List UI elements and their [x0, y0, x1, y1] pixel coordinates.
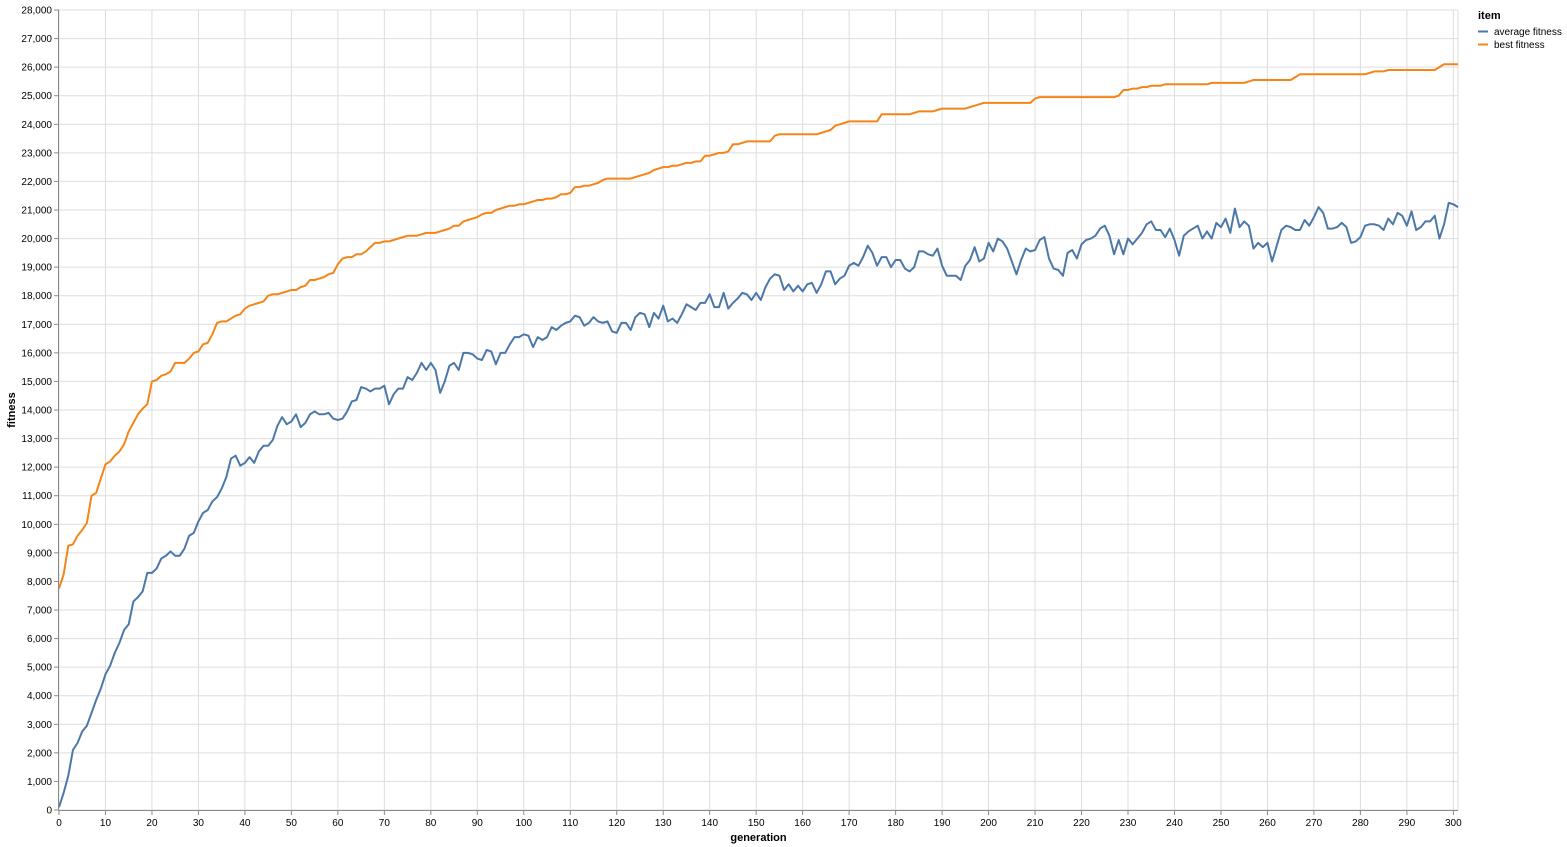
y-tick-label: 19,000: [21, 263, 52, 274]
x-tick-label: 90: [472, 818, 484, 829]
x-tick-label: 160: [794, 818, 811, 829]
x-tick-label: 240: [1166, 818, 1183, 829]
x-tick-label: 210: [1027, 818, 1044, 829]
x-tick-label: 170: [841, 818, 858, 829]
y-tick-label: 25,000: [21, 91, 52, 102]
y-tick-label: 2,000: [27, 748, 52, 759]
x-tick-label: 220: [1073, 818, 1090, 829]
x-tick-label: 200: [980, 818, 997, 829]
y-tick-label: 11,000: [22, 491, 52, 502]
y-tick-label: 16,000: [21, 348, 52, 359]
x-tick-label: 190: [934, 818, 951, 829]
x-tick-label: 150: [748, 818, 765, 829]
x-tick-label: 60: [332, 818, 344, 829]
y-tick-label: 27,000: [21, 34, 52, 45]
y-tick-label: 14,000: [21, 406, 52, 417]
y-tick-label: 23,000: [21, 148, 52, 159]
y-tick-label: 10,000: [21, 520, 52, 531]
x-tick-label: 120: [608, 818, 625, 829]
y-tick-label: 15,000: [21, 377, 52, 388]
y-axis-title: fitness: [6, 392, 18, 427]
x-tick-label: 130: [655, 818, 672, 829]
y-tick-label: 9,000: [27, 548, 52, 559]
axes: 0 10 20 30 40 50 60 70 80 90 100 110 120 130 140 150 160…: [21, 6, 1462, 830]
y-tick-label: 7,000: [27, 606, 52, 617]
y-tick-label: 4,000: [27, 691, 52, 702]
y-tick-label: 22,000: [21, 177, 52, 188]
series-layer: [58, 63, 1459, 808]
y-tick-label: 0: [46, 806, 52, 817]
x-tick-label: 10: [100, 818, 112, 829]
x-tick-label: 280: [1352, 818, 1369, 829]
y-tick-label: 5,000: [27, 663, 52, 674]
legend-label: best fitness: [1494, 40, 1545, 51]
y-tick-label: 12,000: [21, 463, 52, 474]
x-tick-label: 250: [1213, 818, 1230, 829]
y-tick-label: 8,000: [27, 577, 52, 588]
x-tick-label: 20: [146, 818, 158, 829]
legend-label: average fitness: [1494, 27, 1562, 38]
y-tick-label: 1,000: [27, 777, 52, 788]
y-tick-label: 3,000: [27, 720, 52, 731]
y-tick-label: 28,000: [21, 6, 52, 17]
x-tick-label: 70: [379, 818, 391, 829]
series-line-average-fitness: [58, 201, 1459, 808]
legend: item average fitness best fitness: [1478, 10, 1562, 51]
x-tick-label: 30: [193, 818, 205, 829]
y-tick-label: 6,000: [27, 634, 52, 645]
y-tick-label: 21,000: [21, 206, 52, 217]
x-tick-label: 100: [515, 818, 532, 829]
x-tick-label: 0: [56, 818, 62, 829]
x-tick-label: 50: [286, 818, 298, 829]
x-tick-label: 300: [1445, 818, 1462, 829]
grid-lines: [58, 9, 1459, 811]
x-tick-label: 80: [425, 818, 437, 829]
y-tick-label: 18,000: [21, 291, 52, 302]
series-line-best-fitness: [58, 63, 1458, 589]
x-tick-label: 260: [1259, 818, 1276, 829]
x-tick-label: 270: [1306, 818, 1323, 829]
x-tick-label: 180: [887, 818, 904, 829]
x-tick-label: 140: [701, 818, 718, 829]
legend-title: item: [1478, 10, 1501, 22]
x-tick-label: 290: [1399, 818, 1416, 829]
y-tick-label: 24,000: [21, 120, 52, 131]
x-axis-title: generation: [730, 832, 787, 844]
legend-items: average fitness best fitness: [1478, 27, 1562, 51]
y-tick-label: 13,000: [21, 434, 52, 445]
x-tick-label: 230: [1120, 818, 1137, 829]
y-tick-label: 17,000: [21, 320, 52, 331]
y-tick-label: 20,000: [21, 234, 52, 245]
y-tick-label: 26,000: [21, 63, 52, 74]
x-tick-label: 40: [239, 818, 251, 829]
x-tick-label: 110: [562, 818, 578, 829]
